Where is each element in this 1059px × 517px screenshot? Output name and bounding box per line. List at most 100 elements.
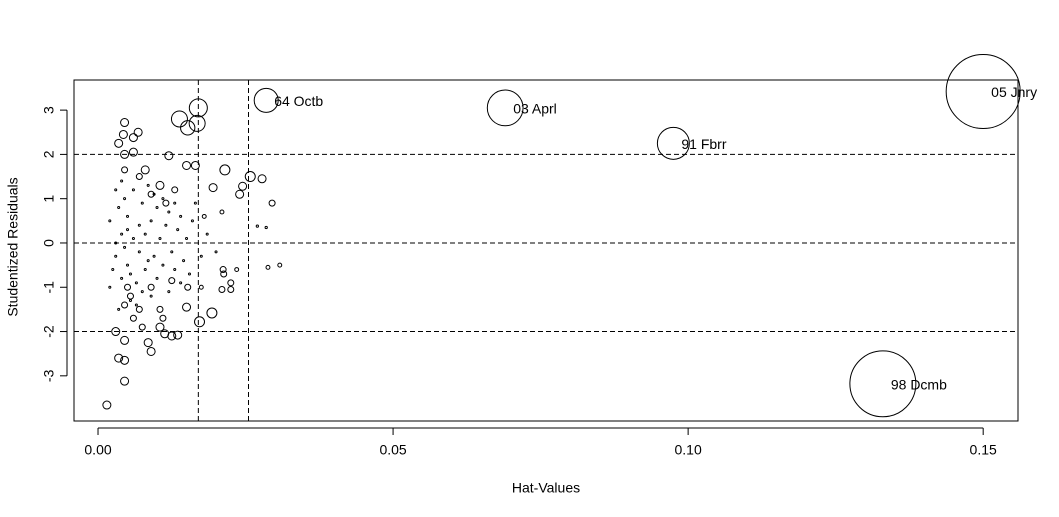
point bbox=[155, 322, 165, 332]
point bbox=[155, 206, 159, 210]
point bbox=[135, 305, 143, 313]
point bbox=[129, 314, 137, 322]
point bbox=[244, 171, 256, 183]
point bbox=[219, 209, 225, 215]
point bbox=[143, 268, 147, 272]
point bbox=[114, 353, 124, 363]
point bbox=[164, 151, 174, 161]
point bbox=[234, 267, 240, 273]
point-label: 91 Fbrr bbox=[681, 136, 726, 152]
point bbox=[182, 302, 192, 312]
plot-frame bbox=[73, 79, 1019, 422]
point bbox=[182, 160, 192, 170]
point bbox=[140, 290, 144, 294]
point bbox=[277, 262, 283, 268]
point bbox=[111, 327, 121, 337]
y-tick-label: 0 bbox=[41, 239, 57, 247]
point bbox=[143, 232, 147, 236]
point bbox=[190, 160, 200, 170]
point bbox=[170, 250, 174, 254]
point bbox=[238, 181, 248, 191]
point bbox=[149, 219, 153, 223]
point bbox=[227, 285, 235, 293]
point bbox=[199, 254, 203, 258]
point bbox=[146, 259, 150, 263]
point bbox=[164, 223, 168, 227]
point bbox=[118, 129, 128, 139]
point bbox=[140, 165, 150, 175]
point bbox=[173, 201, 177, 205]
point bbox=[167, 290, 171, 294]
point bbox=[120, 355, 130, 365]
point bbox=[138, 323, 146, 331]
point bbox=[152, 254, 156, 258]
point bbox=[161, 263, 165, 267]
point bbox=[205, 232, 209, 236]
point bbox=[120, 376, 130, 386]
point bbox=[156, 305, 164, 313]
point bbox=[126, 214, 130, 218]
point bbox=[117, 206, 121, 210]
y-tick-label: 2 bbox=[41, 150, 57, 158]
point bbox=[131, 188, 135, 192]
point-label: 64 Octb bbox=[274, 93, 323, 109]
point bbox=[131, 237, 135, 241]
point bbox=[198, 284, 204, 290]
point bbox=[124, 283, 132, 291]
y-tick-label: 1 bbox=[41, 195, 57, 203]
point bbox=[123, 197, 127, 201]
point bbox=[146, 346, 156, 356]
point bbox=[219, 266, 227, 274]
x-tick-label: 0.05 bbox=[379, 442, 406, 458]
point bbox=[201, 213, 207, 219]
point bbox=[160, 329, 170, 339]
y-tick-label: -1 bbox=[41, 281, 57, 294]
point bbox=[108, 285, 112, 289]
point bbox=[194, 316, 206, 328]
point bbox=[486, 89, 524, 127]
point bbox=[149, 294, 153, 298]
point bbox=[206, 307, 218, 319]
y-axis-label: Studentized Residuals bbox=[5, 177, 21, 316]
point bbox=[253, 87, 279, 113]
point bbox=[155, 180, 165, 190]
point bbox=[128, 147, 138, 157]
point bbox=[235, 189, 245, 199]
point bbox=[159, 314, 167, 322]
point bbox=[114, 254, 118, 258]
point bbox=[182, 259, 186, 263]
point bbox=[185, 237, 189, 241]
point bbox=[257, 174, 267, 184]
point bbox=[137, 250, 141, 254]
point bbox=[265, 264, 271, 270]
point bbox=[135, 173, 143, 181]
point bbox=[114, 241, 118, 245]
point bbox=[188, 114, 206, 132]
point bbox=[128, 299, 132, 303]
point bbox=[108, 219, 112, 223]
y-tick-label: -2 bbox=[41, 325, 57, 338]
x-tick-label: 0.15 bbox=[970, 442, 997, 458]
point bbox=[188, 98, 208, 118]
point bbox=[656, 126, 690, 160]
point bbox=[134, 303, 138, 307]
point bbox=[184, 283, 192, 291]
point bbox=[146, 183, 150, 187]
point bbox=[155, 276, 159, 280]
point bbox=[126, 228, 130, 232]
point bbox=[180, 120, 196, 136]
point bbox=[143, 338, 153, 348]
point bbox=[168, 277, 176, 285]
point bbox=[167, 210, 171, 214]
point bbox=[114, 138, 124, 148]
point bbox=[152, 192, 156, 196]
point bbox=[945, 54, 1021, 130]
point bbox=[264, 225, 268, 230]
point bbox=[120, 232, 124, 236]
point bbox=[140, 201, 144, 205]
point bbox=[179, 281, 183, 285]
x-axis-label: Hat-Values bbox=[512, 480, 580, 496]
point bbox=[218, 285, 226, 293]
